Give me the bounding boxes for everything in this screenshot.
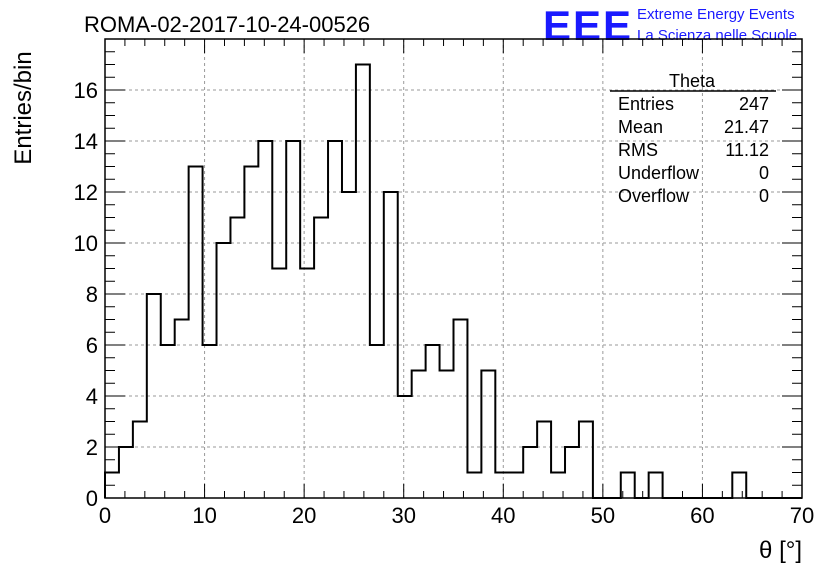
- y-tick-label: 8: [86, 282, 98, 307]
- stats-label: RMS: [618, 140, 658, 160]
- x-tick-label: 60: [690, 503, 714, 528]
- chart-title: ROMA-02-2017-10-24-00526: [84, 12, 370, 37]
- y-tick-label: 10: [74, 231, 98, 256]
- stats-title: Theta: [669, 71, 716, 91]
- y-tick-label: 2: [86, 435, 98, 460]
- x-tick-label: 20: [292, 503, 316, 528]
- logo-line-2: La Scienza nelle Scuole: [637, 27, 797, 44]
- stats-label: Entries: [618, 94, 674, 114]
- grid: [105, 39, 802, 498]
- stats-value: 0: [759, 186, 769, 206]
- stats-box: Theta Entries 247 Mean 21.47 RMS 11.12 Underfl…: [610, 71, 776, 206]
- stats-label: Underflow: [618, 163, 700, 183]
- x-tick-label: 70: [790, 503, 814, 528]
- x-tick-label: 30: [391, 503, 415, 528]
- logo-line-1: Extreme Energy Events: [637, 6, 795, 23]
- x-tick-label: 10: [192, 503, 216, 528]
- eee-logo-mark: EEE: [543, 2, 633, 49]
- stats-value: 247: [739, 94, 769, 114]
- stats-value: 21.47: [724, 117, 769, 137]
- y-tick-label: 0: [86, 486, 98, 511]
- y-axis-title: Entries/bin: [10, 51, 37, 164]
- y-tick-label: 12: [74, 180, 98, 205]
- stats-label: Mean: [618, 117, 663, 137]
- histogram-series: [104, 63, 802, 499]
- y-tick-label: 14: [74, 129, 98, 154]
- x-tick-label: 0: [99, 503, 111, 528]
- stats-value: 11.12: [725, 140, 769, 160]
- x-tick-label: 50: [591, 503, 615, 528]
- stats-value: 0: [759, 163, 769, 183]
- y-tick-label: 16: [74, 78, 98, 103]
- plot-frame: [104, 38, 803, 499]
- y-tick-label: 4: [86, 384, 98, 409]
- stats-rows: Entries 247 Mean 21.47 RMS 11.12 Underflow 0 Ove…: [618, 94, 769, 206]
- stats-label: Overflow: [618, 186, 690, 206]
- axis-ticks: [104, 39, 803, 499]
- x-tick-label: 40: [491, 503, 515, 528]
- y-tick-label: 6: [86, 333, 98, 358]
- x-axis-title: θ [°]: [759, 537, 802, 564]
- tick-labels: 0 10 20 30 40 50 60 70 0 2 4 6 8 10 12 14 16: [74, 78, 815, 528]
- eee-logo: EEE Extreme Energy Events La Scienza nel…: [543, 2, 797, 49]
